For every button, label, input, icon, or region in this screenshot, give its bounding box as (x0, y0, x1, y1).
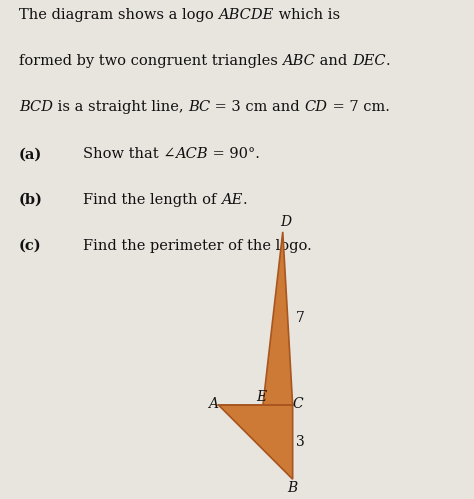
Text: (b): (b) (19, 193, 43, 207)
Text: = 3 cm and: = 3 cm and (210, 100, 305, 114)
Text: = 7 cm.: = 7 cm. (328, 100, 390, 114)
Text: which is: which is (273, 8, 340, 22)
Polygon shape (219, 405, 292, 479)
Text: Show that ∠: Show that ∠ (83, 147, 175, 161)
Text: CD: CD (305, 100, 328, 114)
Text: E: E (257, 390, 267, 404)
Text: = 90°.: = 90°. (208, 147, 260, 161)
Text: DEC: DEC (352, 54, 386, 68)
Text: ABCDE: ABCDE (219, 8, 273, 22)
Text: The diagram shows a logo: The diagram shows a logo (19, 8, 219, 22)
Text: C: C (293, 397, 303, 411)
Text: .: . (242, 193, 247, 207)
Text: ABC: ABC (283, 54, 315, 68)
Text: formed by two congruent triangles: formed by two congruent triangles (19, 54, 283, 68)
Text: AE: AE (221, 193, 242, 207)
Text: B: B (288, 481, 298, 495)
Text: and: and (315, 54, 352, 68)
Text: Find the perimeter of the logo.: Find the perimeter of the logo. (83, 239, 312, 252)
Text: (c): (c) (19, 239, 42, 252)
Text: BC: BC (188, 100, 210, 114)
Text: 3: 3 (296, 435, 305, 449)
Text: D: D (280, 216, 292, 230)
Text: A: A (208, 397, 218, 411)
Text: (a): (a) (19, 147, 42, 161)
Text: ACB: ACB (175, 147, 208, 161)
Text: 7: 7 (296, 311, 305, 325)
Text: BCD: BCD (19, 100, 53, 114)
Polygon shape (263, 232, 292, 405)
Text: .: . (386, 54, 391, 68)
Text: is a straight line,: is a straight line, (53, 100, 188, 114)
Text: Find the length of: Find the length of (83, 193, 221, 207)
